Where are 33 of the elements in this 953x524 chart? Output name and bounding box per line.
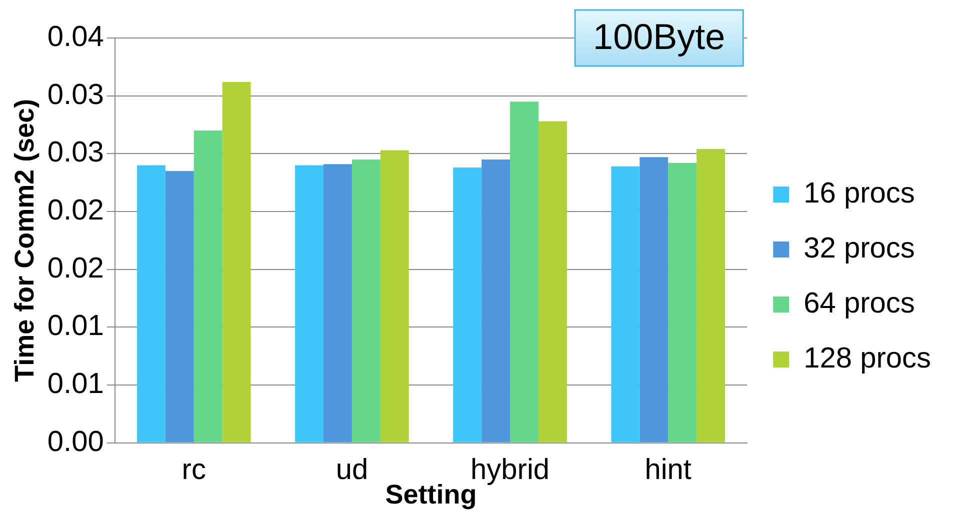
bar [482,159,510,442]
y-tick-label: 0.02 [47,194,104,226]
x-tick-label: hint [644,454,692,486]
bar [380,150,409,442]
legend-label: 64 procs [804,288,915,320]
bar [194,130,222,442]
bar [510,102,538,442]
y-tick-label: 0.01 [47,368,104,400]
annotation: 100Byte [593,16,726,57]
y-tick-label: 0.02 [47,252,104,284]
bar [324,164,352,442]
bar [696,149,726,442]
x-tick-label: ud [336,454,368,486]
y-axis-title: Time for Comm2 (sec) [10,98,40,382]
y-tick-label: 0.03 [47,136,104,169]
bar [640,157,668,442]
bar [538,121,567,442]
y-tick-label: 0.00 [47,426,104,458]
bar [611,166,640,442]
legend-label: 32 procs [804,232,915,264]
bar [668,162,697,442]
bar [165,171,194,442]
bar [352,159,380,442]
legend-label: 16 procs [804,178,915,210]
x-tick-label: rc [182,454,206,486]
bar [295,165,324,442]
legend-label: 128 procs [804,342,932,374]
bar [136,165,166,442]
y-tick-label: 0.04 [47,21,104,53]
bar [222,82,251,442]
y-tick-label: 0.01 [47,310,104,342]
bar [453,168,482,442]
y-tick-label: 0.03 [47,78,104,111]
